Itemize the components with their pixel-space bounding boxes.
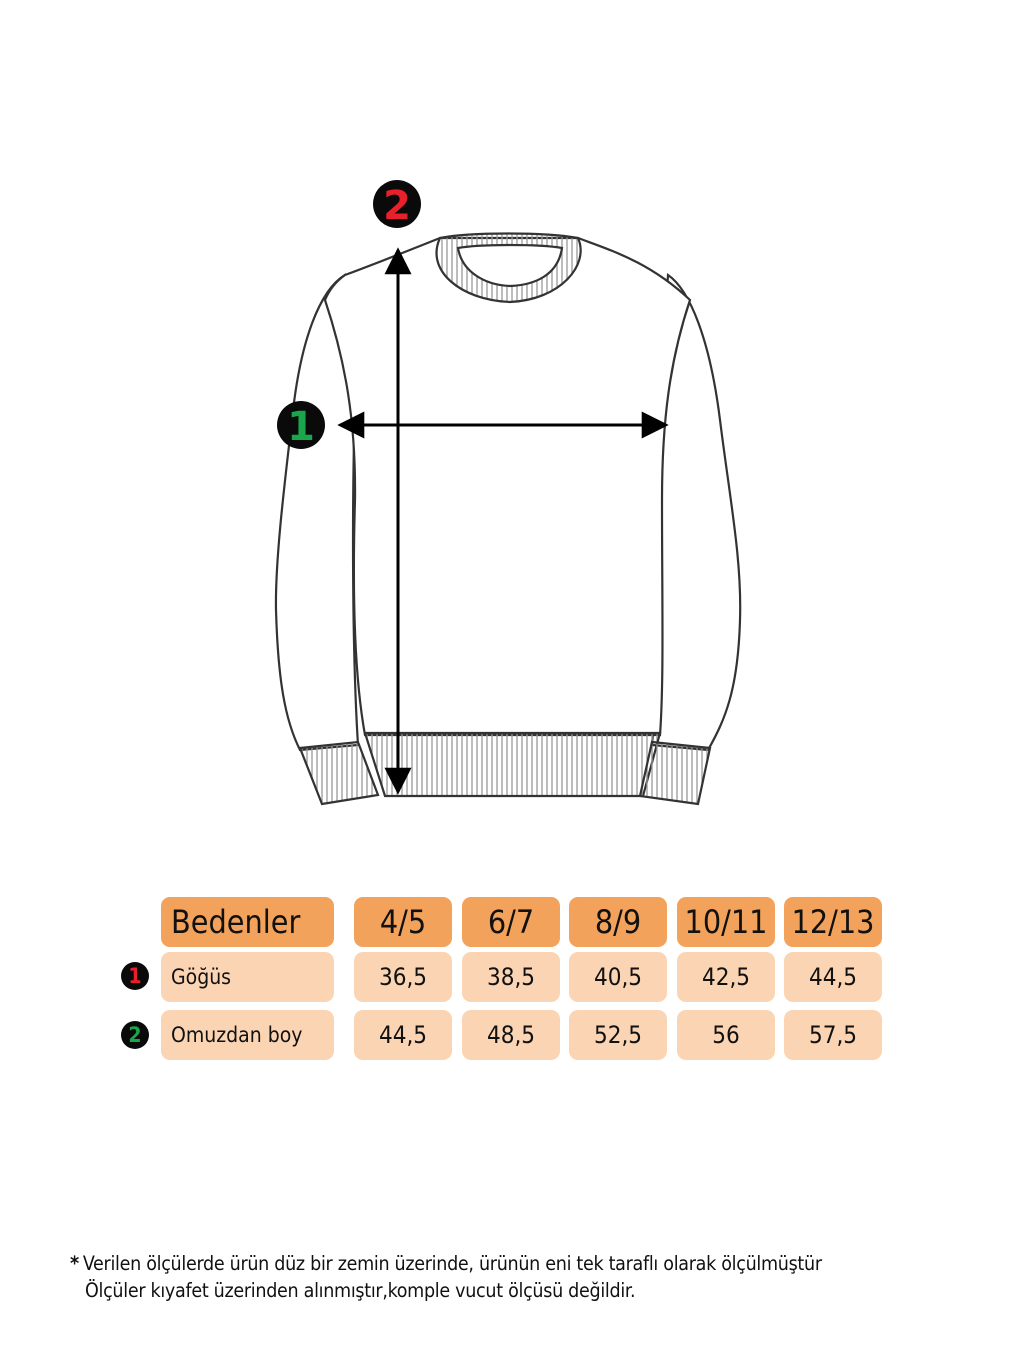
row-marker-2: 2 (121, 1021, 149, 1049)
note-line-2: Ölçüler kıyafet üzerinden alınmıştır,kom… (85, 1279, 636, 1302)
table-cell: 56 (677, 1010, 775, 1060)
note-line-1: Verilen ölçülerde ürün düz bir zemin üze… (82, 1252, 822, 1275)
size-header: 8/9 (569, 897, 667, 947)
sweater-diagram: 2 1 (274, 180, 742, 806)
row-label: Göğüs (161, 952, 334, 1002)
svg-text:1: 1 (287, 404, 315, 450)
size-header: 12/13 (784, 897, 882, 947)
note-asterisk: * (70, 1252, 79, 1275)
table-cell: 40,5 (569, 952, 667, 1002)
svg-text:2: 2 (383, 183, 411, 229)
marker-badge-1: 1 (277, 401, 325, 450)
size-header: 10/11 (677, 897, 775, 947)
size-header: 4/5 (354, 897, 452, 947)
table-cell: 38,5 (462, 952, 560, 1002)
table-cell: 52,5 (569, 1010, 667, 1060)
marker-badge-2: 2 (373, 180, 421, 229)
table-cell: 57,5 (784, 1010, 882, 1060)
table-cell: 42,5 (677, 952, 775, 1002)
measurement-note: * Verilen ölçülerde ürün düz bir zemin üz… (70, 1250, 822, 1304)
sweater-outline (274, 232, 742, 806)
table-cell: 36,5 (354, 952, 452, 1002)
header-label: Bedenler (161, 897, 334, 947)
row-marker-1: 1 (121, 962, 149, 990)
table-cell: 44,5 (354, 1010, 452, 1060)
size-header: 6/7 (462, 897, 560, 947)
row-label: Omuzdan boy (161, 1010, 334, 1060)
table-cell: 48,5 (462, 1010, 560, 1060)
table-cell: 44,5 (784, 952, 882, 1002)
